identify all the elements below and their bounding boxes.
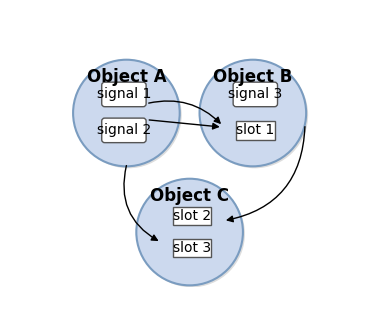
Text: slot 3: slot 3	[173, 241, 211, 255]
FancyBboxPatch shape	[173, 239, 211, 258]
FancyBboxPatch shape	[173, 207, 211, 225]
Circle shape	[199, 60, 306, 166]
Text: signal 2: signal 2	[97, 123, 151, 137]
Text: Object C: Object C	[150, 187, 229, 205]
Text: slot 2: slot 2	[173, 209, 211, 223]
Text: signal 1: signal 1	[97, 88, 151, 101]
Circle shape	[138, 181, 245, 287]
Circle shape	[75, 62, 182, 168]
Text: Object B: Object B	[213, 68, 293, 86]
Circle shape	[202, 62, 308, 168]
Circle shape	[73, 60, 180, 166]
FancyBboxPatch shape	[236, 121, 275, 140]
Text: slot 1: slot 1	[236, 123, 275, 137]
FancyBboxPatch shape	[233, 82, 278, 107]
Text: Object A: Object A	[87, 68, 166, 86]
FancyBboxPatch shape	[102, 82, 146, 107]
Text: signal 3: signal 3	[228, 88, 282, 101]
Circle shape	[136, 179, 243, 285]
FancyBboxPatch shape	[102, 118, 146, 143]
